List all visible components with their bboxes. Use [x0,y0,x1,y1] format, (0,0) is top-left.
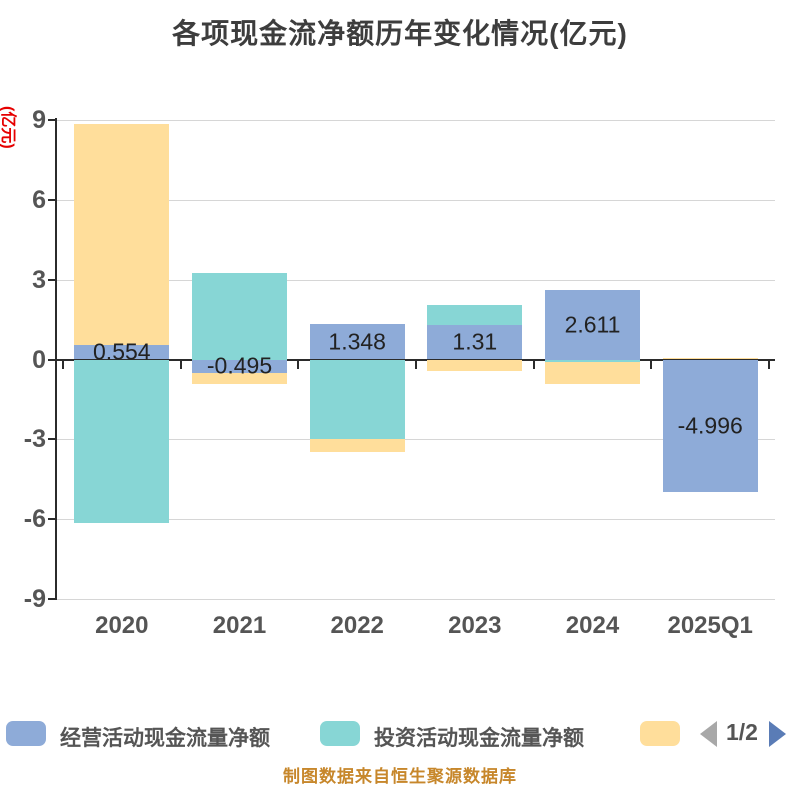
legend-pager-label: 1/2 [726,719,758,745]
bar-segment-financing-2023[interactable] [427,359,523,371]
gridline-y--9 [57,599,775,600]
x-axis-label-2023: 2023 [448,612,502,639]
bar-value-label-2020: 0.554 [93,338,151,365]
bar-segment-operating-2021[interactable] [192,359,287,373]
y-axis-tick [48,358,57,361]
y-axis-tick [48,278,57,281]
gridline-y-9 [57,120,775,121]
bar-value-label-2021: -0.495 [206,352,273,379]
x-axis-label-2025Q1: 2025Q1 [667,612,753,639]
x-axis-tick [415,360,417,369]
y-axis-tick [48,518,57,521]
bar-segment-financing-2021[interactable] [192,372,287,385]
bar-segment-operating-2022[interactable] [309,323,405,360]
legend-item-label: 投资活动现金流量净额 [374,727,584,750]
legend-swatch-icon [640,721,680,746]
x-axis-tick [768,360,770,369]
y-axis-tick-label: 9 [32,106,46,134]
bar-segment-operating-2023[interactable] [427,324,523,360]
legend-swatch-icon [6,721,46,746]
gridline-y--3 [57,439,775,441]
bar-segment-operating-2025Q1[interactable] [662,359,758,493]
gridline-y-3 [57,279,775,281]
bar-segment-investing-2024[interactable] [545,359,640,363]
y-axis-tick [48,198,57,201]
y-axis-tick-label: 3 [32,265,46,294]
legend-pager-next-icon[interactable] [769,721,786,747]
bar-segment-investing-2021[interactable] [192,272,287,360]
x-axis-label-2021: 2021 [212,612,267,639]
bar-segment-investing-2022[interactable] [309,359,405,439]
y-axis-tick-label: -3 [23,425,46,454]
bar-value-label-2022: 1.348 [328,328,386,355]
x-axis-tick [532,360,535,369]
y-axis-tick-label: -9 [23,585,46,613]
y-axis-tick [48,598,57,600]
x-axis-tick [650,360,653,369]
legend-item-label: 经营活动现金流量净额 [60,727,270,750]
x-axis-label-2022: 2022 [330,612,384,639]
y-axis-tick [48,119,57,121]
x-axis-tick [62,360,64,369]
y-axis-tick [48,438,57,441]
bar-segment-operating-2024[interactable] [545,290,640,360]
x-axis-tick [179,360,182,369]
bar-value-label-2024: 2.611 [564,311,621,338]
y-axis-tick-label: 6 [32,185,46,214]
bar-segment-investing-2020[interactable] [74,359,170,523]
bar-segment-financing-2024[interactable] [545,362,640,385]
y-axis-tick-label: -6 [23,505,46,534]
bar-value-label-2023: 1.31 [452,328,498,355]
bar-segment-financing-2025Q1[interactable] [662,357,758,360]
x-axis-label-2020: 2020 [95,612,149,639]
chart-title: 各项现金流净额历年变化情况(亿元) [172,18,628,49]
y-axis-tick-label: 0 [32,345,46,374]
bar-segment-investing-2023[interactable] [427,304,523,325]
bar-segment-financing-2020[interactable] [74,123,170,345]
x-axis-tick [297,360,300,369]
x-axis-line [55,358,775,361]
bar-segment-operating-2020[interactable] [74,344,170,360]
legend-pager-prev-icon[interactable] [700,721,717,747]
x-axis-label-2024: 2024 [565,612,620,639]
bar-segment-financing-2022[interactable] [309,438,405,453]
gridline-y-6 [57,199,775,201]
legend-swatch-icon [320,721,360,746]
footer-source-note: 制图数据来自恒生聚源数据库 [283,767,517,786]
bar-value-label-2025Q1: -4.996 [677,412,743,439]
gridline-y--6 [57,519,775,521]
